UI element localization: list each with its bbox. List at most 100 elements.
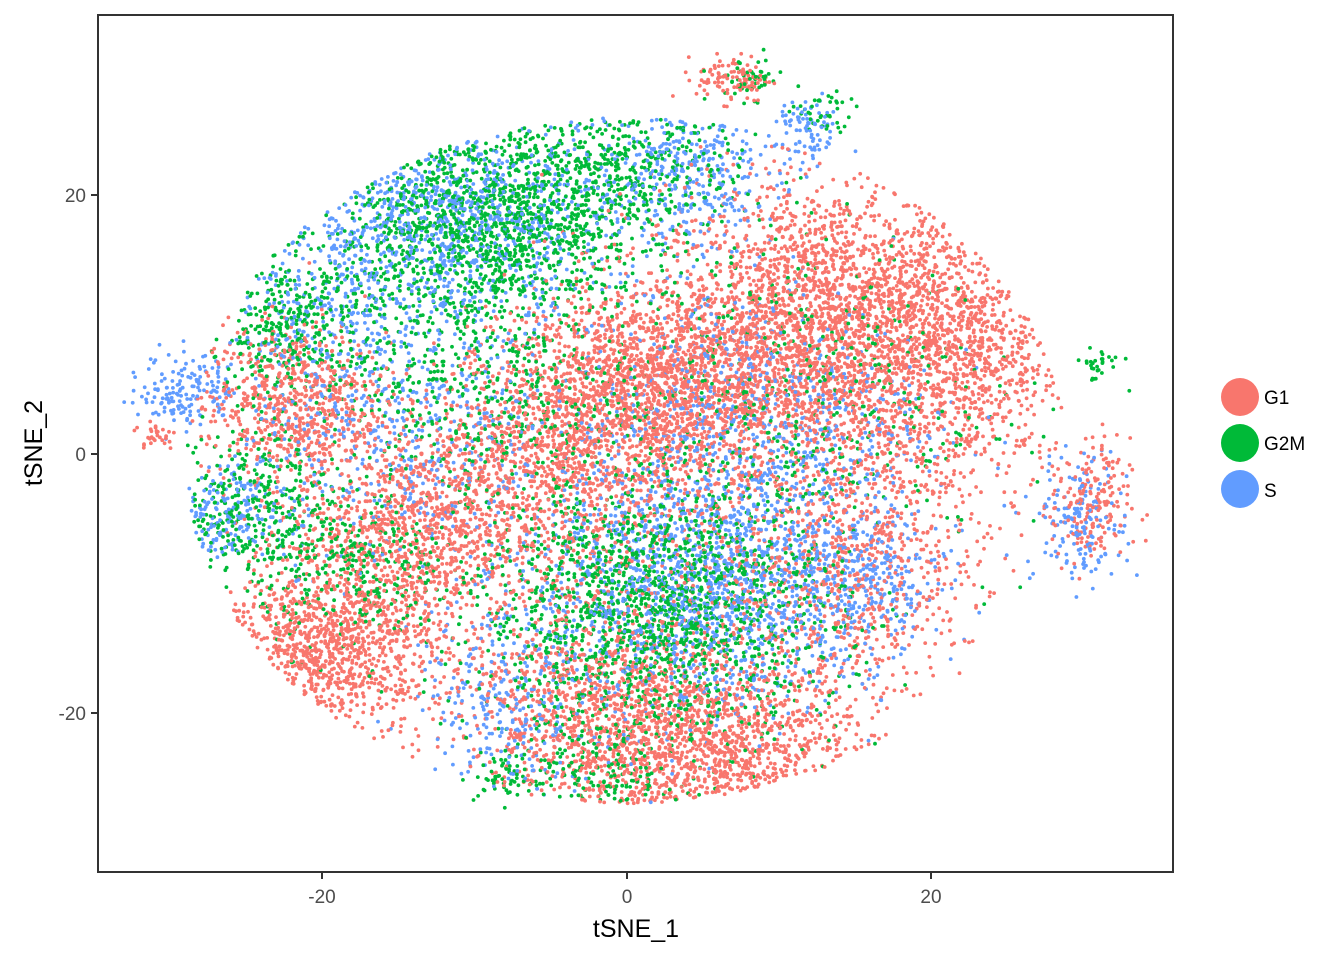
- point-g1: [531, 709, 535, 713]
- point-g1: [745, 725, 749, 729]
- point-s: [882, 571, 886, 575]
- point-g2m: [611, 617, 615, 621]
- point-g1: [433, 597, 437, 601]
- point-s: [840, 666, 844, 670]
- point-g1: [754, 65, 758, 69]
- point-s: [490, 563, 494, 567]
- point-g1: [726, 88, 730, 92]
- point-s: [712, 524, 716, 528]
- point-g1: [588, 795, 592, 799]
- point-g1: [706, 263, 710, 267]
- point-g1: [709, 474, 713, 478]
- point-g1: [900, 548, 904, 552]
- point-g1: [319, 640, 323, 644]
- point-g2m: [396, 591, 400, 595]
- point-g2m: [521, 306, 525, 310]
- point-g2m: [527, 346, 531, 350]
- point-g1: [230, 409, 234, 413]
- point-g2m: [621, 157, 625, 161]
- point-g1: [658, 666, 662, 670]
- point-g1: [594, 488, 598, 492]
- point-s: [639, 172, 643, 176]
- point-g2m: [459, 560, 463, 564]
- point-g1: [825, 718, 829, 722]
- point-g2m: [689, 149, 693, 153]
- point-s: [407, 351, 411, 355]
- point-g1: [356, 721, 360, 725]
- point-g1: [824, 735, 828, 739]
- point-s: [655, 518, 659, 522]
- point-g1: [910, 613, 914, 617]
- point-g1: [718, 269, 722, 273]
- point-s: [185, 397, 189, 401]
- point-g1: [167, 430, 171, 434]
- point-g1: [489, 553, 493, 557]
- point-s: [786, 665, 790, 669]
- point-g2m: [440, 370, 444, 374]
- point-g1: [440, 454, 444, 458]
- point-g2m: [566, 179, 570, 183]
- point-s: [552, 645, 556, 649]
- point-g1: [982, 264, 986, 268]
- point-g1: [1100, 453, 1104, 457]
- point-s: [800, 416, 804, 420]
- point-s: [749, 549, 753, 553]
- point-g1: [779, 347, 783, 351]
- point-g2m: [733, 92, 737, 96]
- point-s: [831, 612, 835, 616]
- point-s: [453, 310, 457, 314]
- point-g2m: [450, 345, 454, 349]
- point-g1: [648, 715, 652, 719]
- point-g2m: [603, 307, 607, 311]
- point-g1: [258, 402, 262, 406]
- point-s: [346, 394, 350, 398]
- point-g1: [506, 337, 510, 341]
- point-s: [285, 279, 289, 283]
- point-s: [681, 527, 685, 531]
- point-g1: [975, 540, 979, 544]
- point-g1: [494, 514, 498, 518]
- point-s: [501, 388, 505, 392]
- point-s: [398, 220, 402, 224]
- point-g1: [632, 801, 636, 805]
- point-s: [899, 652, 903, 656]
- point-s: [450, 263, 454, 267]
- point-g1: [540, 474, 544, 478]
- point-s: [878, 592, 882, 596]
- point-g1: [773, 247, 777, 251]
- point-g2m: [575, 268, 579, 272]
- point-g1: [1103, 546, 1107, 550]
- point-g1: [387, 481, 391, 485]
- point-g1: [1009, 308, 1013, 312]
- point-s: [910, 635, 914, 639]
- point-g1: [316, 395, 320, 399]
- point-g2m: [428, 329, 432, 333]
- point-s: [459, 448, 463, 452]
- point-g1: [977, 340, 981, 344]
- point-g1: [380, 729, 384, 733]
- point-g1: [808, 228, 812, 232]
- point-g2m: [689, 733, 693, 737]
- point-g1: [498, 676, 502, 680]
- point-g1: [517, 405, 521, 409]
- point-s: [245, 509, 249, 513]
- point-g1: [815, 189, 819, 193]
- point-s: [734, 223, 738, 227]
- point-g1: [342, 516, 346, 520]
- point-s: [185, 430, 189, 434]
- point-g2m: [561, 133, 565, 137]
- point-s: [592, 555, 596, 559]
- point-s: [692, 528, 696, 532]
- point-s: [411, 439, 415, 443]
- point-s: [616, 644, 620, 648]
- point-g1: [632, 358, 636, 362]
- point-g1: [310, 441, 314, 445]
- point-g1: [453, 592, 457, 596]
- point-s: [1121, 530, 1125, 534]
- point-s: [674, 634, 678, 638]
- point-g1: [619, 406, 623, 410]
- point-g1: [401, 746, 405, 750]
- point-g1: [520, 377, 524, 381]
- point-g1: [836, 433, 840, 437]
- point-g1: [382, 660, 386, 664]
